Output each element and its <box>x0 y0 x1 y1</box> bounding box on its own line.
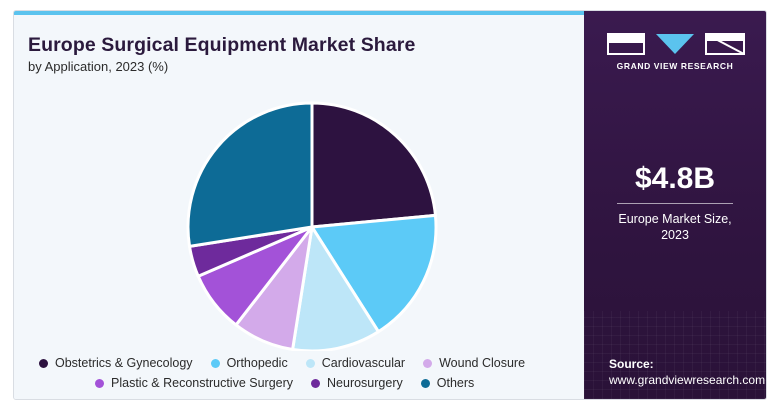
decorative-mesh <box>584 311 766 399</box>
market-label-line1: Europe Market Size, <box>618 212 732 226</box>
market-label-line2: 2023 <box>661 228 689 242</box>
legend-item: Cardiovascular <box>305 356 406 370</box>
pie-slice-obstetrics-gynecology <box>310 101 437 229</box>
legend-item: Orthopedic <box>210 356 288 370</box>
legend-item: Plastic & Reconstructive Surgery <box>95 376 293 390</box>
chart-subtitle: by Application, 2023 (%) <box>28 59 169 74</box>
chart-legend: Obstetrics & Gynecology Orthopedic Cardiov… <box>39 353 584 393</box>
legend-item: Wound Closure <box>423 356 525 370</box>
source-link[interactable]: www.grandviewresearch.com <box>609 373 766 387</box>
legend-label: Cardiovascular <box>321 356 406 370</box>
grand-view-research-logo-icon <box>607 33 745 55</box>
legend-swatch <box>210 358 220 368</box>
brand-name: GRAND VIEW RESEARCH <box>616 61 734 71</box>
pie-slice-orthopedic <box>310 213 438 334</box>
legend-label: Orthopedic <box>226 356 288 370</box>
legend-swatch <box>311 378 321 388</box>
legend-item: Obstetrics & Gynecology <box>39 356 193 370</box>
legend-label: Neurosurgery <box>327 376 403 390</box>
info-sidebar: GRAND VIEW RESEARCH $4.8B Europe Market … <box>584 11 766 399</box>
legend-item: Others <box>420 376 475 390</box>
legend-row: Plastic & Reconstructive Surgery Neurosur… <box>39 373 584 393</box>
legend-label: Obstetrics & Gynecology <box>55 356 193 370</box>
chart-title: Europe Surgical Equipment Market Share <box>28 34 416 56</box>
legend-swatch <box>305 358 315 368</box>
legend-swatch <box>423 358 433 368</box>
pie-chart <box>186 101 438 351</box>
legend-label: Others <box>436 376 475 390</box>
pie-slice-cardiovascular <box>291 225 380 351</box>
market-label: Europe Market Size, 2023 <box>584 211 766 243</box>
legend-swatch <box>95 378 104 388</box>
chart-card: Europe Surgical Equipment Market Share b… <box>13 10 767 400</box>
legend-swatch <box>420 378 430 388</box>
divider <box>617 203 733 204</box>
legend-item: Neurosurgery <box>311 376 403 390</box>
legend-row: Obstetrics & Gynecology Orthopedic Cardiov… <box>39 353 584 373</box>
source-label: Source: <box>609 357 654 371</box>
accent-bar <box>14 11 584 15</box>
pie-slice-others <box>186 101 314 248</box>
market-value: $4.8B <box>634 162 716 195</box>
legend-label: Plastic & Reconstructive Surgery <box>111 376 294 390</box>
legend-swatch <box>39 358 48 368</box>
legend-label: Wound Closure <box>439 356 526 370</box>
